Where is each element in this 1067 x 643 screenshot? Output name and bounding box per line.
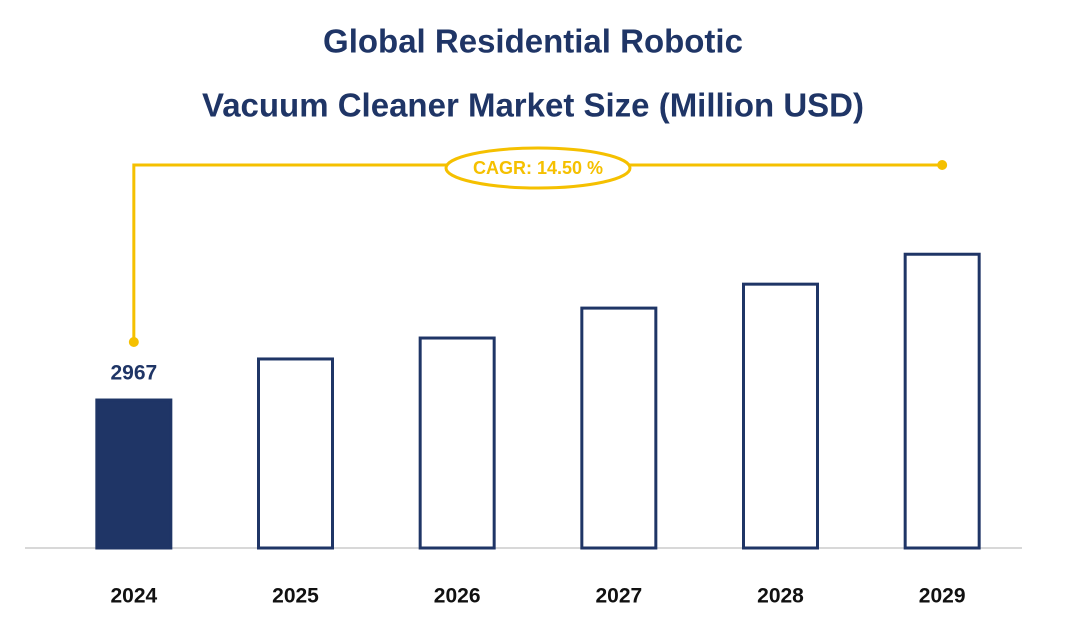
x-tick-label: 2025 bbox=[272, 585, 319, 608]
bar bbox=[903, 252, 981, 550]
chart-title: Global Residential Robotic bbox=[323, 23, 743, 60]
x-tick-label: 2027 bbox=[595, 585, 642, 608]
cagr-line bbox=[132, 163, 943, 343]
cagr-dot bbox=[937, 160, 948, 170]
x-tick-label: 2026 bbox=[434, 585, 481, 608]
x-tick-label: 2029 bbox=[919, 585, 966, 608]
bar bbox=[95, 398, 173, 550]
x-tick-label: 2028 bbox=[757, 585, 804, 608]
cagr-label: CAGR: 14.50 % bbox=[473, 158, 603, 178]
x-tick-label: 2024 bbox=[110, 585, 157, 608]
value-label: 2967 bbox=[110, 362, 157, 385]
bar bbox=[257, 357, 334, 550]
cagr-dot bbox=[128, 337, 139, 348]
cagr-badge bbox=[444, 146, 632, 190]
bar bbox=[742, 282, 819, 550]
bar bbox=[418, 336, 496, 550]
bar bbox=[580, 306, 658, 550]
chart-title: Vacuum Cleaner Market Size (Million USD) bbox=[202, 87, 864, 124]
